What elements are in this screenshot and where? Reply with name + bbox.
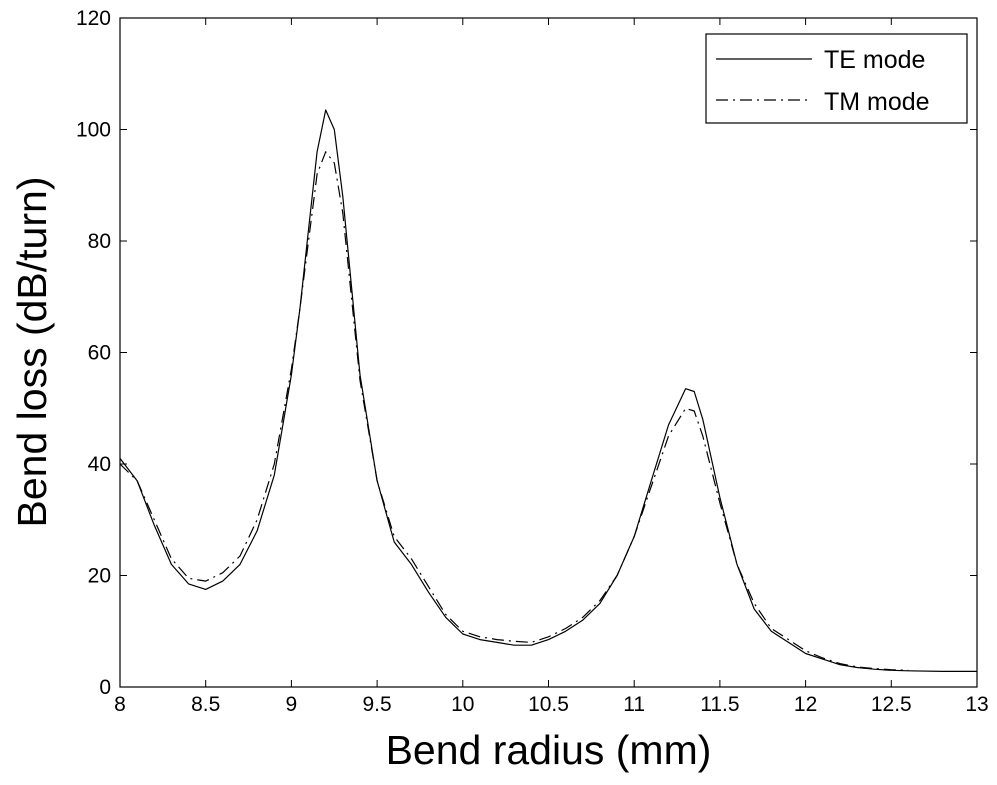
x-tick-label: 11.5 bbox=[700, 693, 739, 716]
x-tick-label: 10 bbox=[451, 693, 474, 716]
plot-area bbox=[119, 17, 978, 688]
y-tick-label: 60 bbox=[88, 342, 111, 365]
y-tick-label: 20 bbox=[88, 565, 111, 588]
series-line-te-mode bbox=[119, 109, 977, 673]
y-axis-title: Bend loss (dB/turn) bbox=[9, 177, 55, 528]
series-line-tm-mode bbox=[119, 151, 909, 671]
x-tick-label: 10.5 bbox=[528, 693, 569, 716]
x-tick-label: 8 bbox=[114, 693, 126, 716]
y-tick-label: 40 bbox=[88, 453, 111, 476]
y-tick-label: 0 bbox=[99, 676, 111, 699]
legend-box bbox=[705, 33, 968, 124]
y-tick-label: 120 bbox=[76, 7, 111, 30]
axis-ticks: 8 8.5 9 9.5 10 10.5 11 11.5 12 12.5 13 0 20 40 60 80 100… bbox=[76, 7, 989, 716]
x-tick-label: 12.5 bbox=[871, 693, 912, 716]
x-axis-title: Bend radius (mm) bbox=[386, 727, 712, 773]
x-tick-label: 9.5 bbox=[362, 693, 391, 716]
legend: TE mode TM mode bbox=[705, 33, 968, 124]
x-tick-label: 11 bbox=[623, 693, 645, 716]
y-tick-label: 80 bbox=[88, 230, 111, 253]
series-lines bbox=[119, 109, 977, 673]
x-tick-label: 12 bbox=[794, 693, 817, 716]
x-tick-label: 8.5 bbox=[191, 693, 220, 716]
legend-tm-mode-label: TM mode bbox=[824, 88, 930, 116]
legend-te-mode-label: TE mode bbox=[824, 46, 925, 74]
x-tick-label: 13 bbox=[965, 693, 988, 716]
y-tick-label: 100 bbox=[76, 119, 111, 142]
x-tick-label: 9 bbox=[286, 693, 298, 716]
